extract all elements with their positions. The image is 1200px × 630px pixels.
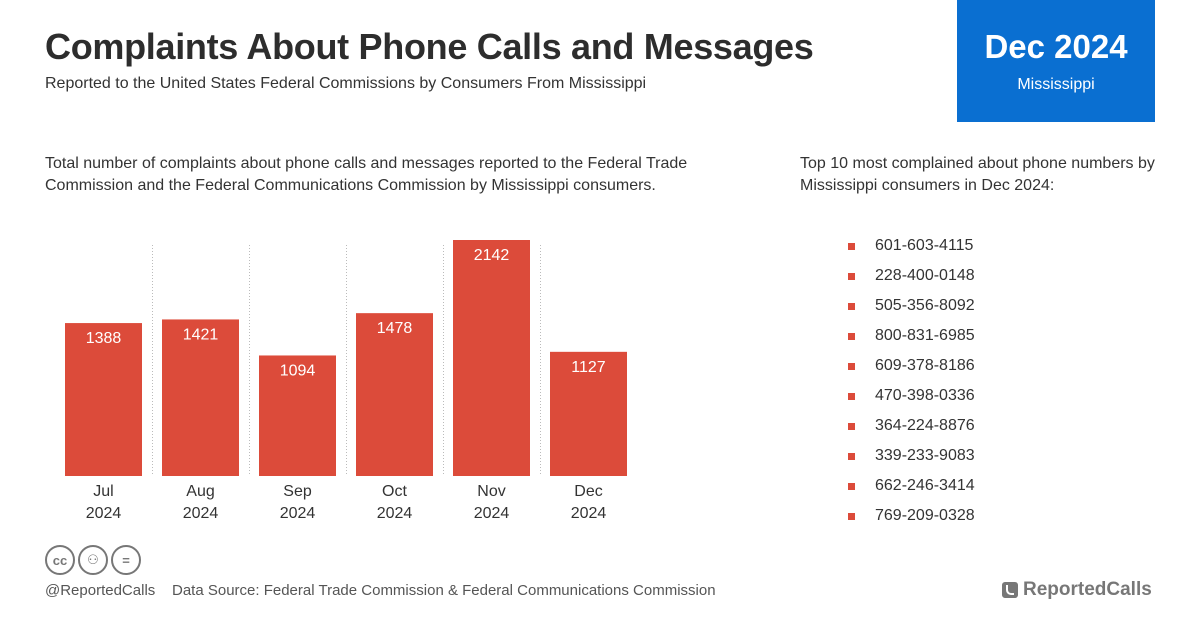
- phone-number: 339-233-9083: [875, 447, 975, 464]
- bar-value-label: 1478: [377, 320, 413, 337]
- x-tick-label: 2024: [474, 505, 510, 522]
- badge-period: Dec 2024: [984, 28, 1128, 65]
- chart-description: Total number of complaints about phone c…: [45, 155, 688, 194]
- bar-value-label: 1127: [571, 359, 606, 376]
- phone-number-item: 339-233-9083: [848, 441, 975, 471]
- page-title: Complaints About Phone Calls and Message…: [45, 26, 814, 67]
- phone-number: 662-246-3414: [875, 477, 975, 494]
- x-tick-label: Dec: [574, 483, 602, 500]
- bar: [453, 240, 530, 476]
- phone-number: 769-209-0328: [875, 507, 975, 524]
- bar-value-label: 2142: [474, 247, 510, 264]
- phone-number-item: 228-400-0148: [848, 261, 975, 291]
- bullet-icon: [848, 332, 855, 340]
- phone-number: 364-224-8876: [875, 417, 975, 434]
- page-subtitle: Reported to the United States Federal Co…: [45, 75, 647, 92]
- phone-number: 505-356-8092: [875, 297, 975, 314]
- bullet-icon: [848, 422, 855, 430]
- phone-number-item: 470-398-0336: [848, 381, 975, 411]
- period-badge: Dec 2024 Mississippi: [957, 0, 1155, 122]
- cc-icon: cc: [45, 545, 75, 575]
- bar: [550, 351, 627, 476]
- x-tick-label: Nov: [477, 483, 505, 500]
- phone-list-description: Top 10 most complained about phone numbe…: [800, 155, 1155, 194]
- phone-number-list: 601-603-4115 228-400-0148 505-356-8092 800-…: [848, 231, 975, 531]
- phone-number: 470-398-0336: [875, 387, 975, 404]
- phone-number-item: 609-378-8186: [848, 351, 975, 381]
- phone-number-item: 601-603-4115: [848, 231, 975, 261]
- phone-number: 800-831-6985: [875, 327, 975, 344]
- x-tick-label: 2024: [571, 505, 607, 522]
- phone-number-item: 800-831-6985: [848, 321, 975, 351]
- bar-value-label: 1388: [86, 330, 122, 347]
- bullet-icon: [848, 392, 855, 400]
- x-tick-label: Oct: [382, 483, 407, 500]
- social-handle: @ReportedCalls: [45, 582, 156, 599]
- bar: [65, 323, 142, 476]
- complaints-bar-chart: 1388 Jul 2024 1421 Aug 2024 1094 Sep 2024 1478 Oct…: [65, 240, 627, 522]
- attribution-icon: ⚇: [78, 545, 108, 575]
- phone-number-item: 505-356-8092: [848, 291, 975, 321]
- phone-icon: [1002, 582, 1018, 598]
- brand-logo: ReportedCalls: [1002, 579, 1152, 601]
- bar-value-label: 1094: [280, 362, 316, 379]
- no-derivatives-icon: =: [111, 545, 141, 575]
- x-tick-label: 2024: [377, 505, 413, 522]
- phone-number: 601-603-4115: [875, 237, 974, 254]
- x-tick-label: 2024: [280, 505, 316, 522]
- x-tick-label: 2024: [183, 505, 219, 522]
- phone-number: 228-400-0148: [875, 267, 975, 284]
- badge-region: Mississippi: [1017, 76, 1095, 93]
- bullet-icon: [848, 482, 855, 490]
- bullet-icon: [848, 242, 855, 250]
- bullet-icon: [848, 302, 855, 310]
- data-source: Data Source: Federal Trade Commission & …: [172, 582, 716, 599]
- bullet-icon: [848, 512, 855, 520]
- license-icons: cc ⚇ =: [45, 545, 141, 575]
- phone-number-item: 769-209-0328: [848, 501, 975, 531]
- bullet-icon: [848, 362, 855, 370]
- bar-value-label: 1421: [183, 326, 219, 343]
- phone-number-item: 364-224-8876: [848, 411, 975, 441]
- phone-number-item: 662-246-3414: [848, 471, 975, 501]
- x-tick-label: Aug: [186, 483, 214, 500]
- x-tick-label: Sep: [283, 483, 312, 500]
- x-tick-label: Jul: [93, 483, 113, 500]
- bullet-icon: [848, 272, 855, 280]
- bar: [356, 313, 433, 476]
- bar: [259, 355, 336, 476]
- x-tick-label: 2024: [86, 505, 122, 522]
- bar: [162, 319, 239, 476]
- phone-number: 609-378-8186: [875, 357, 975, 374]
- bullet-icon: [848, 452, 855, 460]
- brand-name: ReportedCalls: [1023, 579, 1152, 600]
